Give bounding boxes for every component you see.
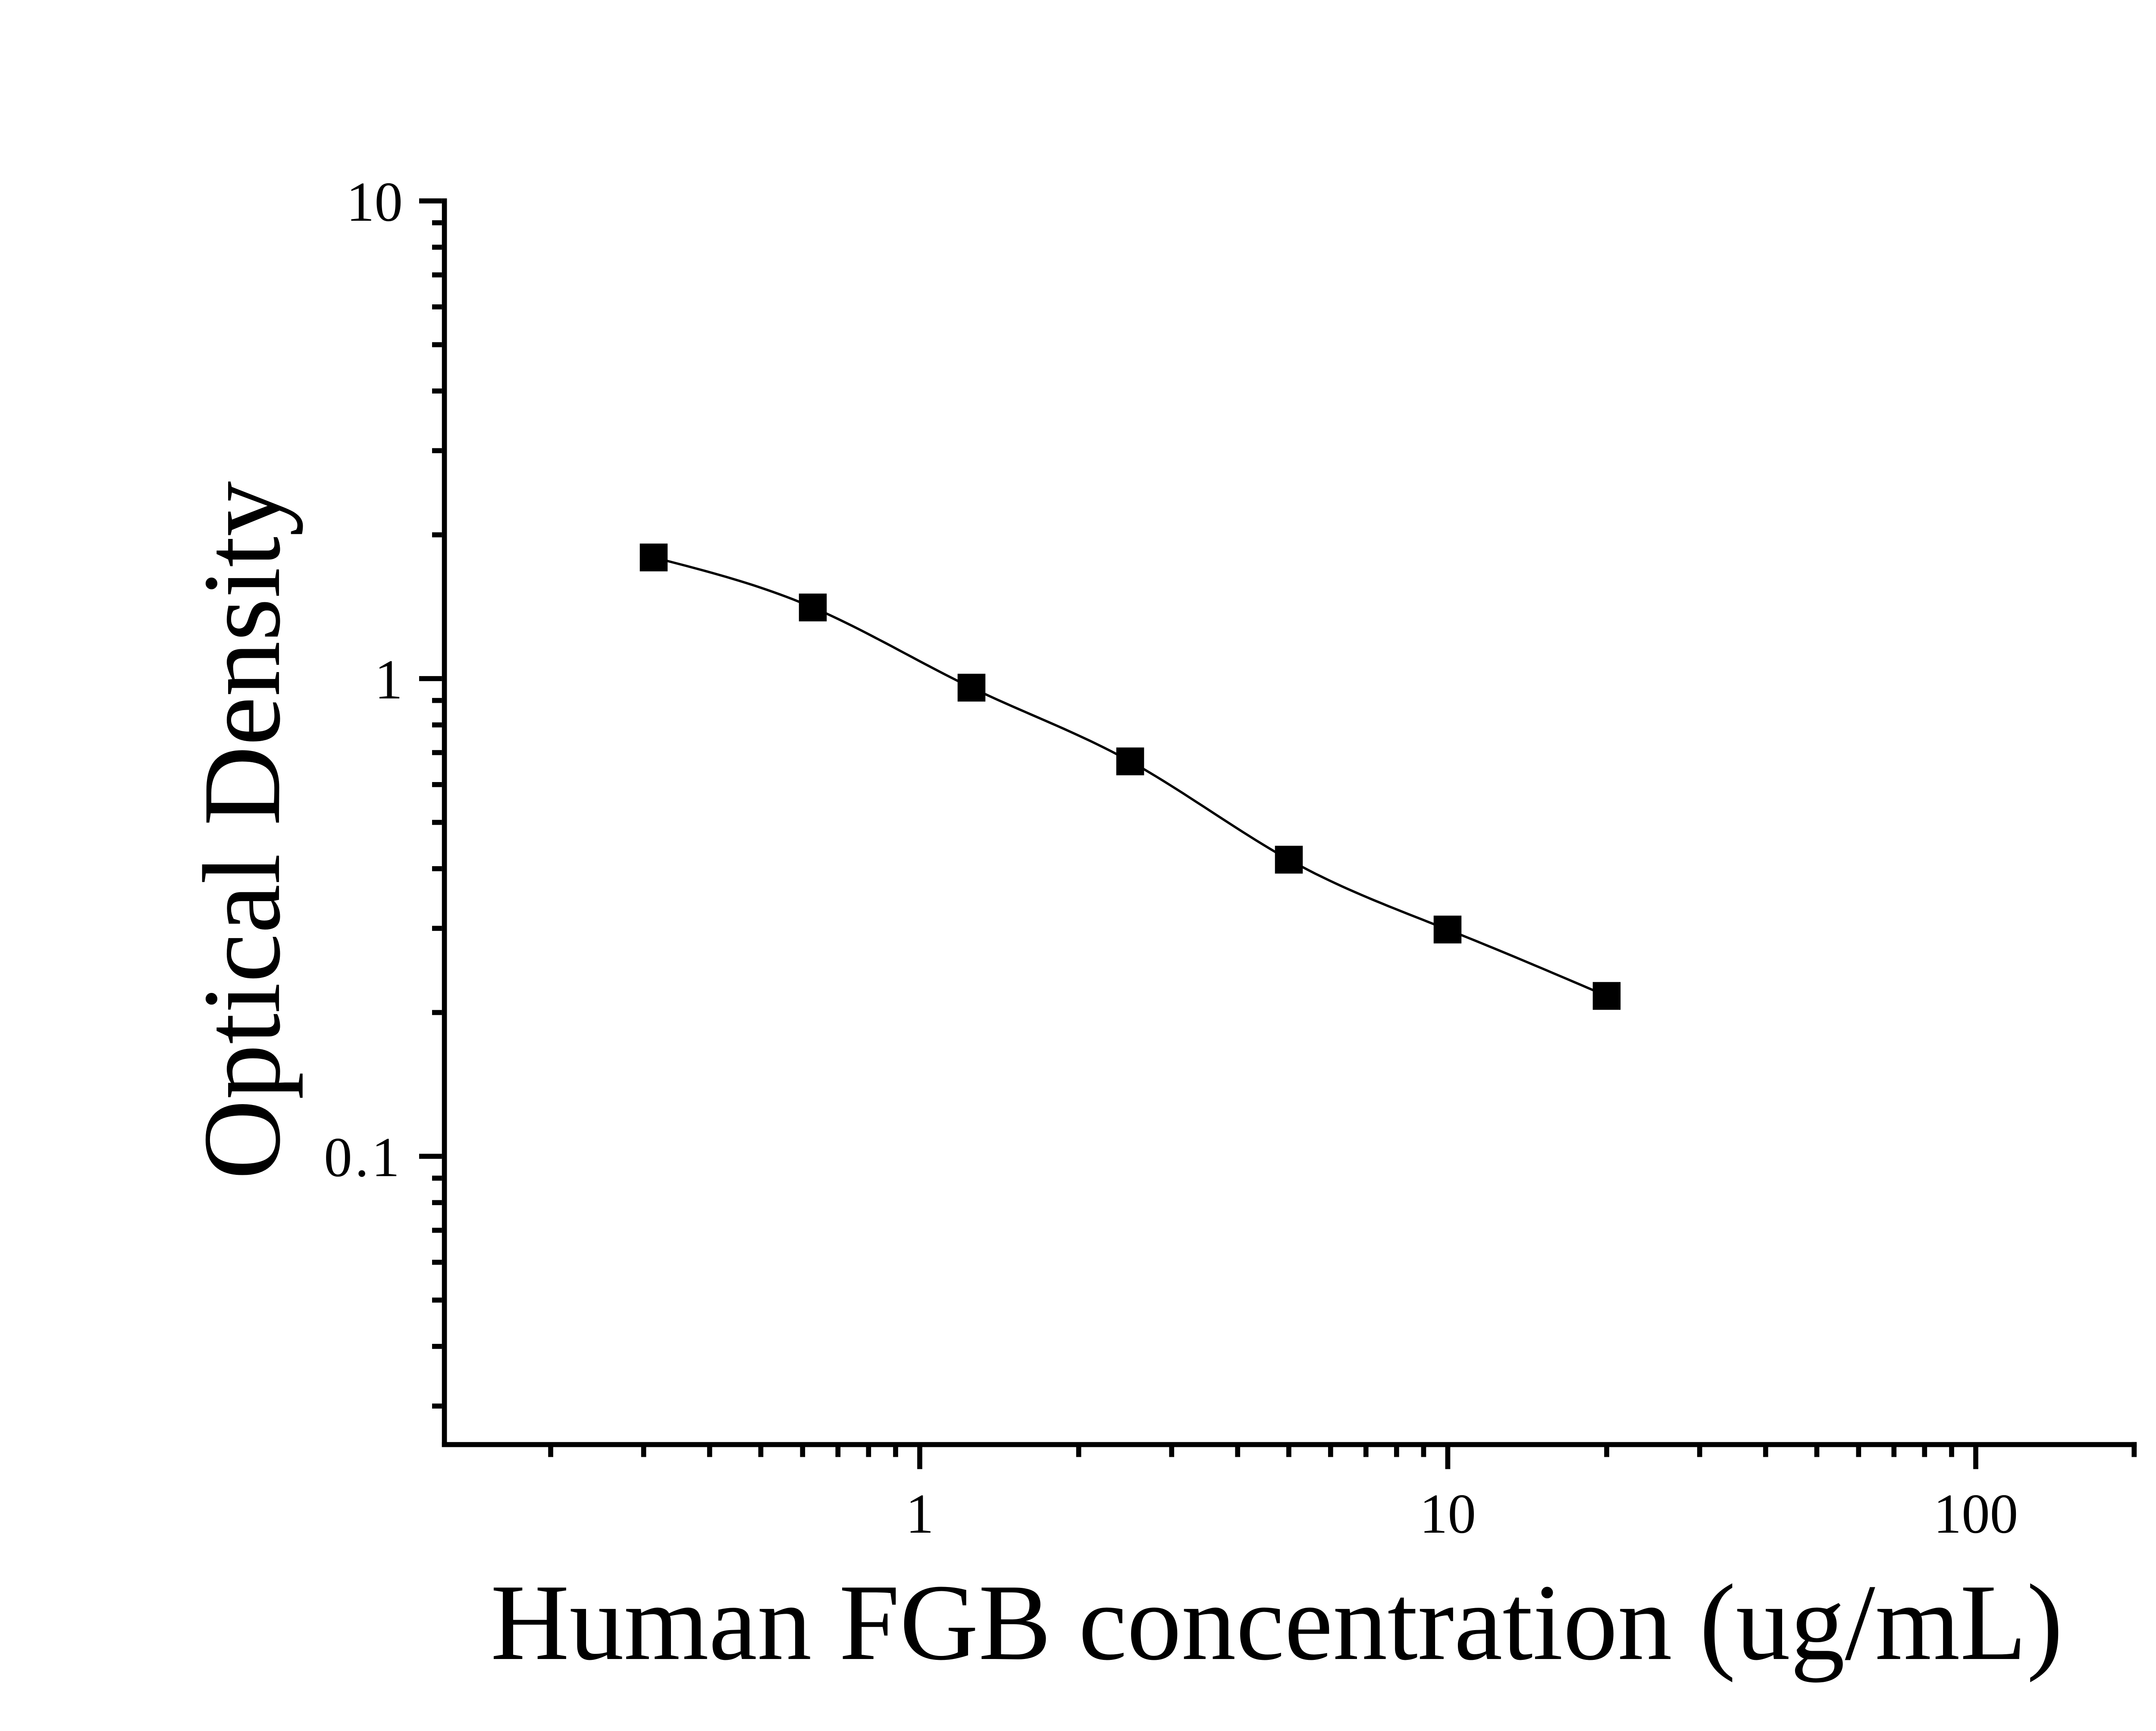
svg-text:10: 10 <box>1420 1483 1476 1545</box>
svg-text:100: 100 <box>1934 1483 2018 1545</box>
svg-text:0.1: 0.1 <box>324 1126 402 1189</box>
svg-text:10: 10 <box>346 171 403 233</box>
svg-text:Human FGB concentration (ug/mL: Human FGB concentration (ug/mL) <box>491 1562 2063 1683</box>
svg-text:1: 1 <box>375 648 403 711</box>
svg-text:1: 1 <box>906 1483 934 1545</box>
svg-text:Optical Density: Optical Density <box>180 481 303 1180</box>
